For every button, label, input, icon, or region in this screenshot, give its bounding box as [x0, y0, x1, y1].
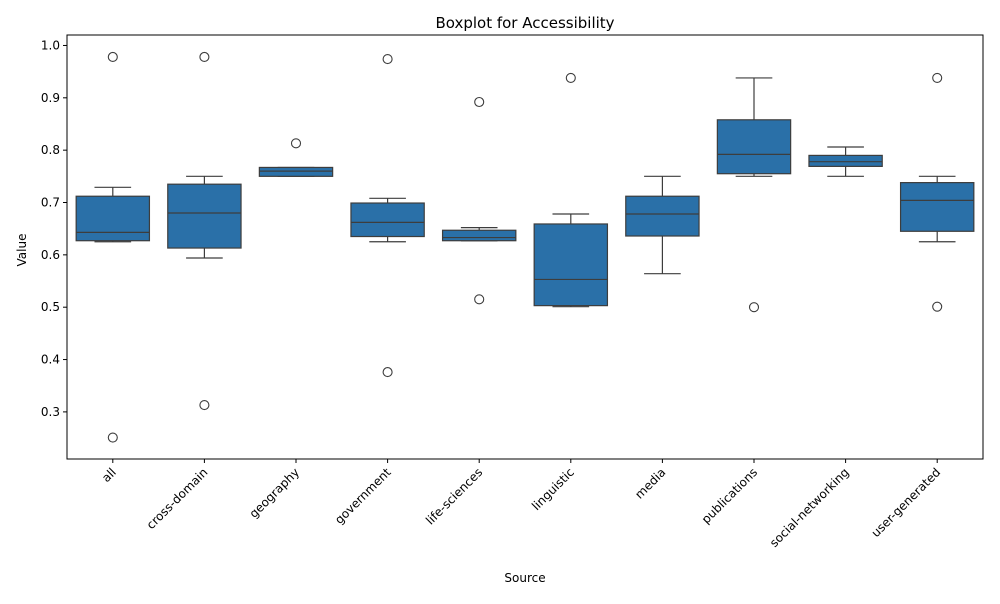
box-linguistic — [533, 72, 609, 308]
outlier-point — [474, 96, 485, 108]
outlier-point — [474, 294, 485, 305]
iqr-box — [625, 195, 700, 237]
iqr-box — [441, 229, 517, 242]
iqr-box — [167, 183, 242, 249]
x-tick-label: media — [632, 465, 668, 501]
y-tick-label: 0.7 — [41, 196, 60, 210]
x-axis-ticks: all cross-domain geography government life-s… — [99, 459, 943, 550]
y-tick-label: 0.5 — [41, 300, 60, 314]
outlier-point — [382, 54, 393, 65]
iqr-box — [75, 195, 151, 242]
box-government — [350, 54, 425, 378]
y-tick-label: 1.0 — [41, 38, 60, 52]
x-tick-label: government — [332, 465, 394, 527]
iqr-box — [899, 182, 975, 232]
box-life-sciences — [441, 96, 517, 305]
outlier-point — [382, 367, 393, 378]
box-series — [75, 51, 975, 443]
outlier-point — [290, 138, 302, 149]
iqr-box — [716, 119, 792, 175]
iqr-box — [808, 154, 883, 167]
iqr-box — [533, 223, 609, 307]
outlier-point — [748, 302, 760, 313]
y-tick-label: 0.4 — [41, 353, 60, 367]
x-tick-label: social-networking — [767, 465, 852, 550]
y-axis-ticks: 0.3 0.4 0.5 0.6 0.7 0.8 0.9 1.0 — [41, 38, 67, 419]
box-user-generated — [899, 72, 975, 312]
box-publications — [716, 77, 792, 313]
box-all — [75, 51, 151, 443]
chart-title: Boxplot for Accessibility — [435, 14, 614, 32]
outlier-point — [107, 432, 118, 443]
y-tick-label: 0.8 — [41, 143, 60, 157]
x-tick-label: linguistic — [529, 465, 577, 513]
outlier-point — [932, 301, 943, 312]
y-tick-label: 0.3 — [41, 405, 60, 419]
outlier-point — [565, 72, 576, 83]
y-axis-label: Value — [15, 234, 29, 267]
outlier-point — [199, 51, 210, 63]
outlier-point — [932, 72, 943, 83]
outlier-point — [107, 51, 118, 63]
box-social-networking — [808, 146, 883, 177]
x-axis-label: Source — [504, 571, 545, 585]
y-tick-label: 0.6 — [41, 248, 60, 262]
box-media — [625, 175, 700, 275]
y-tick-label: 0.9 — [41, 91, 60, 105]
iqr-box — [350, 202, 425, 238]
x-tick-label: publications — [699, 465, 760, 526]
x-tick-label: cross-domain — [144, 465, 211, 532]
iqr-box — [258, 166, 334, 177]
plot-frame — [66, 34, 984, 460]
outlier-point — [199, 400, 210, 411]
x-tick-label: life-sciences — [423, 465, 485, 527]
box-cross-domain — [167, 51, 242, 411]
box-geography — [258, 138, 334, 177]
x-tick-label: user-generated — [869, 465, 944, 540]
x-tick-label: geography — [247, 465, 303, 521]
x-tick-label: all — [99, 465, 119, 485]
